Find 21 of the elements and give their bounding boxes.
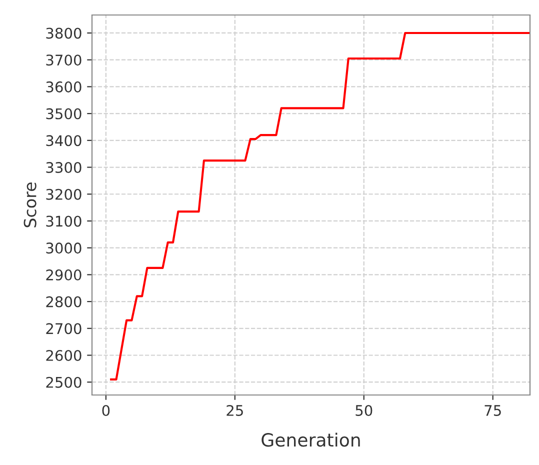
y-tick-label: 3500 xyxy=(46,108,82,120)
y-tick-label: 2600 xyxy=(46,350,82,361)
x-tick-label: 75 xyxy=(484,405,501,416)
x-tick-label: 50 xyxy=(356,404,372,416)
y-axis-title: Score xyxy=(24,182,36,228)
y-tick-label: 3100 xyxy=(46,216,82,227)
y-tick-label: 2500 xyxy=(46,376,82,388)
y-tick-label: 2900 xyxy=(46,269,82,280)
y-tick-label: 2800 xyxy=(46,296,82,308)
x-axis-title: Generation xyxy=(262,432,360,447)
x-tick-label: 25 xyxy=(226,404,243,416)
y-tick-label: 3400 xyxy=(46,135,82,146)
y-tick-label: 3800 xyxy=(46,28,82,39)
y-tick-label: 3700 xyxy=(46,54,82,66)
y-tick-label: 2700 xyxy=(46,323,82,334)
y-tick-label: 3200 xyxy=(46,188,82,200)
line-series xyxy=(110,32,530,380)
y-tick-label: 3600 xyxy=(46,81,82,92)
y-tick-label: 3300 xyxy=(46,162,82,174)
y-tick-label: 3000 xyxy=(46,242,82,254)
x-tick-label: 0 xyxy=(102,404,110,416)
